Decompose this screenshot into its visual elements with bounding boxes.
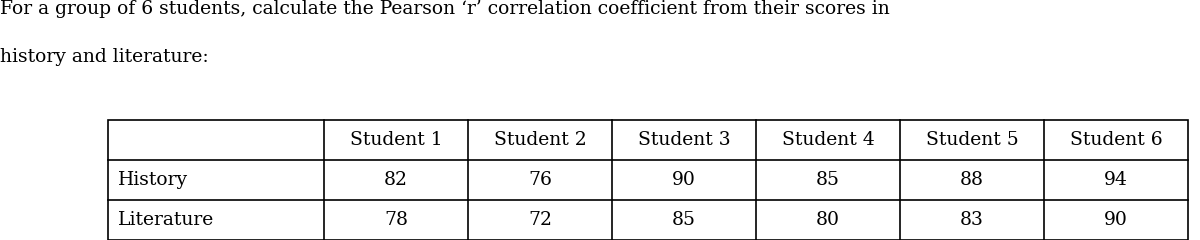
Text: 76: 76 [528,171,552,189]
Text: Student 5: Student 5 [925,131,1019,149]
Text: 85: 85 [816,171,840,189]
Text: 85: 85 [672,211,696,229]
Text: 94: 94 [1104,171,1128,189]
Text: 90: 90 [1104,211,1128,229]
Text: Student 2: Student 2 [493,131,587,149]
Text: 82: 82 [384,171,408,189]
Text: Student 6: Student 6 [1069,131,1163,149]
Text: Student 4: Student 4 [781,131,875,149]
Text: 72: 72 [528,211,552,229]
Text: history and literature:: history and literature: [0,48,209,66]
Text: History: History [118,171,187,189]
Text: Student 3: Student 3 [637,131,731,149]
Text: 80: 80 [816,211,840,229]
Text: For a group of 6 students, calculate the Pearson ‘r’ correlation coefficient fro: For a group of 6 students, calculate the… [0,0,889,18]
Text: 88: 88 [960,171,984,189]
Text: Student 1: Student 1 [349,131,443,149]
Text: 78: 78 [384,211,408,229]
Text: 83: 83 [960,211,984,229]
Text: 90: 90 [672,171,696,189]
Text: Literature: Literature [118,211,214,229]
